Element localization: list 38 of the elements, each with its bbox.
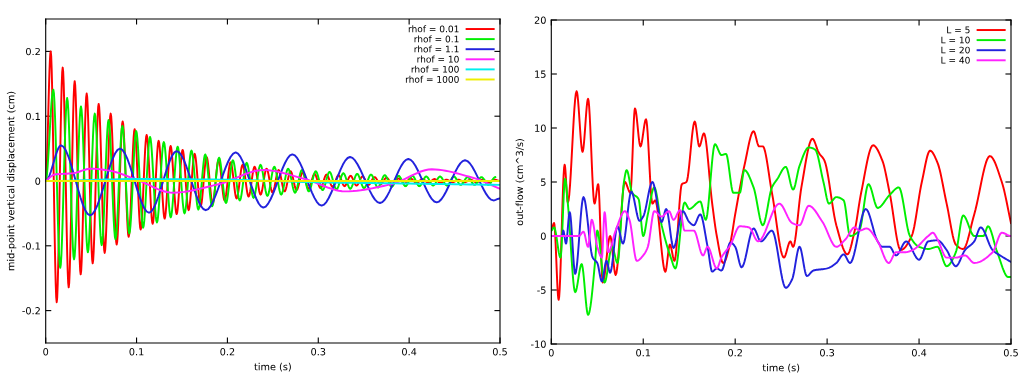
y-tick-label: 0 bbox=[35, 177, 41, 185]
legend-label: L = 40 bbox=[941, 56, 970, 64]
y-tick-label: -5 bbox=[537, 286, 546, 294]
y-tick-label: 15 bbox=[535, 70, 546, 78]
y-tick-label: -10 bbox=[531, 340, 546, 348]
legend-label: rhof = 0.01 bbox=[408, 25, 459, 33]
y-tick-label: -0.2 bbox=[22, 307, 40, 315]
legend-label: rhof = 1.1 bbox=[414, 45, 459, 53]
legend-label: rhof = 100 bbox=[411, 65, 459, 73]
x-tick-label: 0.2 bbox=[728, 349, 742, 357]
x-tick-label: 0.5 bbox=[1003, 349, 1018, 357]
x-axis-title: time (s) bbox=[762, 363, 800, 373]
x-tick-label: 0.2 bbox=[220, 348, 235, 356]
x-tick-label: 0.1 bbox=[129, 348, 144, 356]
y-axis-title: mid-point vertical displacement (cm) bbox=[6, 91, 17, 271]
legend-label: L = 5 bbox=[947, 26, 970, 34]
x-tick-label: 0 bbox=[548, 349, 554, 357]
x-axis-title: time (s) bbox=[254, 362, 291, 372]
y-tick-label: 5 bbox=[541, 178, 546, 186]
y-tick-label: 20 bbox=[534, 16, 546, 24]
y-tick-label: 0.2 bbox=[26, 47, 40, 56]
x-tick-label: 0.5 bbox=[492, 348, 507, 356]
x-tick-label: 0 bbox=[43, 348, 49, 356]
y-tick-label: -0.1 bbox=[22, 242, 40, 250]
x-tick-label: 0.3 bbox=[820, 349, 835, 357]
legend-label: L = 10 bbox=[941, 36, 970, 44]
y-tick-label: 10 bbox=[535, 124, 546, 132]
x-tick-label: 0.3 bbox=[311, 348, 326, 356]
legend-label: rhof = 10 bbox=[417, 55, 459, 63]
legend-label: rhof = 0.1 bbox=[414, 35, 459, 43]
x-tick-label: 0.4 bbox=[402, 348, 417, 356]
legend-label: L = 20 bbox=[941, 46, 970, 54]
y-tick-label: 0 bbox=[540, 232, 546, 240]
y-axis-title: out-flow (cm^3/s) bbox=[515, 139, 525, 226]
legend-label: rhof = 1000 bbox=[405, 75, 459, 83]
x-tick-label: 0.1 bbox=[636, 349, 651, 357]
y-tick-label: 0.1 bbox=[26, 112, 40, 121]
x-tick-label: 0.4 bbox=[911, 349, 927, 357]
